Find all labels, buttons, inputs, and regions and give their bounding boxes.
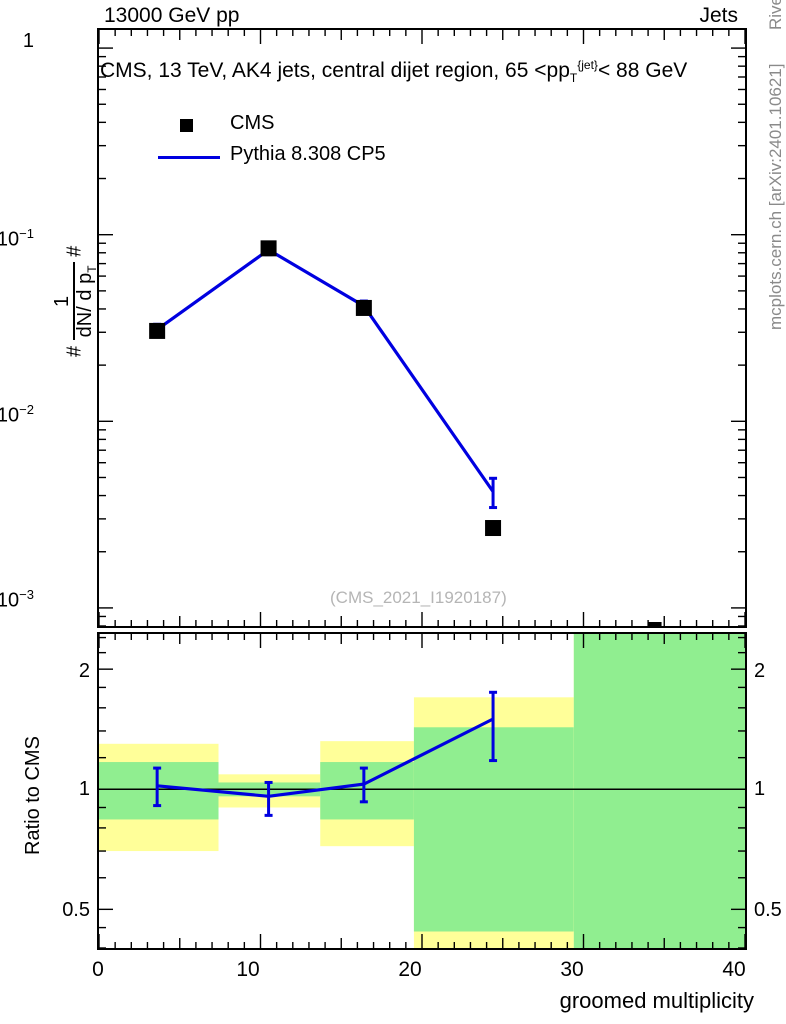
- analysis-category-label: Jets: [699, 4, 738, 27]
- ratio-y-axis-label: Ratio to CMS: [22, 736, 141, 878]
- plot-title: CMS, 13 TeV, AK4 jets, central dijet reg…: [100, 58, 687, 85]
- ratio-mc-series: [153, 690, 498, 817]
- y-tick-label-1e-3: 10−3: [0, 587, 34, 612]
- plot-title-main: CMS, 13 TeV, AK4 jets, central dijet reg…: [100, 59, 559, 82]
- legend-marker-square-icon: [180, 119, 193, 132]
- x-tick-label-10: 10: [236, 958, 260, 981]
- ratio-y-axis-label-text: Ratio to CMS: [22, 736, 44, 855]
- x-axis-label: groomed multiplicity: [559, 988, 754, 1013]
- band-inner: [320, 762, 414, 820]
- data-point-marker: [485, 520, 502, 537]
- rivet-version-label: Rivet 4.1.0, 100k events: [766, 0, 786, 30]
- y-lbl-hash-1: #: [63, 345, 86, 357]
- plot-title-p: p: [558, 59, 570, 82]
- y-lbl-dN: dN: [74, 311, 96, 338]
- y-tick-label-1e-1: 10−1: [0, 226, 34, 251]
- ratio-y-tick-label-05-right: 0.5: [754, 899, 782, 921]
- legend-label-pythia: Pythia 8.308 CP5: [230, 143, 386, 165]
- ratio-y-tick-label-2-right: 2: [754, 660, 766, 682]
- beam-energy-label: 13000 GeV pp: [104, 4, 240, 27]
- mc-line-series: [153, 243, 498, 510]
- plot-title-sub: T: [569, 71, 578, 86]
- rivet-version-text: Rivet 4.1.0, 100k events: [766, 0, 786, 50]
- x-tick-label-40: 40: [722, 958, 746, 981]
- band-inner: [573, 634, 745, 948]
- data-point-marker: [149, 322, 166, 339]
- ratio-y-tick-label-1-left: 1: [78, 778, 90, 800]
- legend-label-cms: CMS: [230, 112, 275, 134]
- ratio-plot-panel: [97, 632, 747, 950]
- main-axis-ticks: [99, 30, 745, 626]
- ratio-y-tick-label-1-right: 1: [754, 778, 766, 800]
- x-tick-label-30: 30: [560, 958, 584, 981]
- plot-title-tail: < 88 GeV: [597, 59, 688, 82]
- y-lbl-dpT: d p: [74, 272, 96, 301]
- data-point-marker: [355, 299, 372, 316]
- overflow-marker: [647, 622, 662, 626]
- legend-line-icon: [158, 156, 220, 159]
- mcplots-reference-label: mcplots.cern.ch [arXiv:2401.10621]: [766, 63, 785, 330]
- x-tick-label-20: 20: [398, 958, 422, 981]
- y-lbl-hash-2: #: [63, 245, 86, 257]
- plot-title-sup: {jet}: [577, 58, 598, 72]
- cms-data-series: [149, 240, 502, 537]
- main-plot-svg: [99, 30, 745, 626]
- y-axis-label: # 1 dN/ d pT # d2N: [6, 50, 147, 380]
- y-lbl-slash: /: [74, 306, 96, 312]
- data-point-marker: [260, 240, 277, 257]
- y-tick-label-1: 1: [22, 30, 34, 52]
- analysis-id-watermark: (CMS_2021_I1920187): [330, 588, 507, 607]
- x-tick-label-0: 0: [92, 958, 104, 981]
- ratio-plot-svg: [99, 634, 745, 948]
- y-lbl-1: 1: [51, 295, 73, 307]
- y-tick-label-1e-2: 10−2: [0, 402, 34, 427]
- ratio-y-tick-label-05-left: 0.5: [62, 899, 90, 921]
- ratio-y-tick-label-2-left: 2: [78, 660, 90, 682]
- ratio-axis-ticks: [99, 634, 745, 948]
- main-plot-panel: [97, 28, 747, 628]
- mcplots-reference-text: mcplots.cern.ch [arXiv:2401.10621]: [766, 64, 786, 350]
